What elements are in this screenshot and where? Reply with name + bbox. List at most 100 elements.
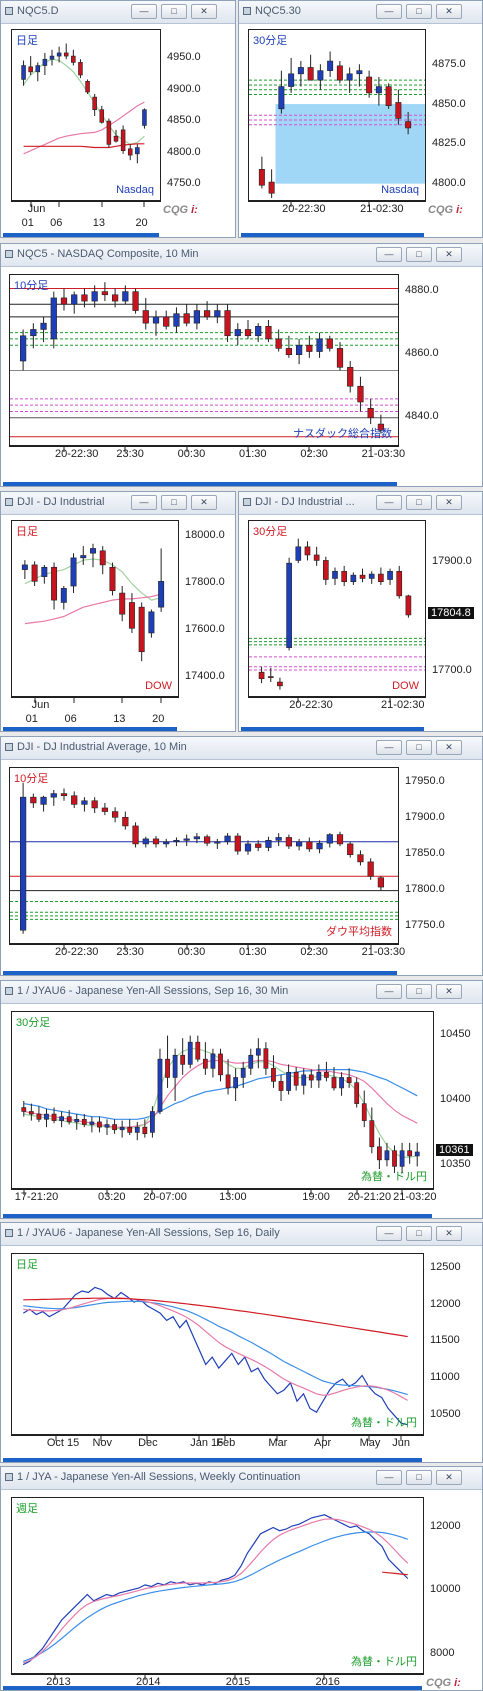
close-button[interactable]: ✕ [436,740,462,755]
chart-window-nqc5-30m[interactable]: NQC5.30 — □ ✕ 30分足 Nasdaq 4875.0 4850.0 4825.0 48… [238,0,483,238]
candle [377,414,385,434]
plot-area[interactable]: 日足 Nasdaq [11,29,161,201]
chart-window-dji-10m[interactable]: DJI - DJ Industrial Average, 10 Min — □ ✕ 10… [0,736,483,976]
candle [91,285,98,308]
window-titlebar[interactable]: NQC5.30 — □ ✕ [239,1,482,24]
candle [399,1142,405,1173]
x-tick-label: 00:30 [177,946,206,958]
window-titlebar[interactable]: 1 / JYAU6 - Japanese Yen-All Sessions, S… [1,981,482,1004]
window-titlebar[interactable]: DJI - DJ Industrial — □ ✕ [1,492,235,515]
x-tick-mark [276,1435,278,1441]
maximize-button[interactable]: □ [406,495,432,510]
candle [183,304,190,327]
maximize-button[interactable]: □ [406,1470,432,1485]
chart-svg [249,51,425,198]
minimize-button[interactable]: — [376,984,402,999]
candle-body [405,121,412,129]
x-tick-mark [143,201,145,207]
chart-window-dji-daily[interactable]: DJI - DJ Industrial — □ ✕ 日足 DOW 18000.0 17800.… [0,491,236,732]
candle-body [142,310,149,324]
plot-area[interactable]: 日足 DOW [11,520,179,697]
window-titlebar[interactable]: NQC5 - NASDAQ Composite, 10 Min — □ ✕ [1,244,482,267]
x-tick-label: Dec [138,1437,158,1449]
maximize-button[interactable]: □ [161,4,187,19]
plot-area[interactable]: 30分足 Nasdaq [248,29,426,201]
chart-window-nqc5-10m[interactable]: NQC5 - NASDAQ Composite, 10 Min — □ ✕ 10分足 ナス… [0,243,483,487]
candle-body [112,1124,117,1131]
x-tick-mark [160,697,162,703]
candle [248,1048,254,1075]
plot-area[interactable]: 週足 為替・ドル円 [11,1497,424,1674]
minimize-button[interactable]: — [131,4,157,19]
maximize-button[interactable]: □ [406,247,432,262]
window-titlebar[interactable]: DJI - DJ Industrial ... — □ ✕ [239,492,482,515]
x-tick-mark [370,944,372,950]
candle-body [85,81,90,93]
candle [346,67,353,93]
candle [40,795,47,812]
cqg-logo-mark: i: [451,1677,461,1689]
maximize-button[interactable]: □ [406,984,432,999]
candle-body [152,838,160,845]
x-tick-mark [290,201,292,207]
candle-body [240,1068,246,1078]
plot-area[interactable]: 日足 為替・ドル円 [11,1253,424,1435]
x-tick-label: 2016 [315,1676,340,1688]
close-button[interactable]: ✕ [436,1470,462,1485]
close-button[interactable]: ✕ [436,4,462,19]
chart-window-jyau6-30m[interactable]: 1 / JYAU6 - Japanese Yen-All Sessions, S… [0,980,483,1219]
minimize-button[interactable]: — [376,1226,402,1241]
x-tick-mark [400,1435,402,1441]
minimize-button[interactable]: — [376,4,402,19]
candle [127,144,133,161]
x-tick-mark [151,1189,153,1195]
close-button[interactable]: ✕ [436,1226,462,1241]
window-titlebar[interactable]: NQC5.D — □ ✕ [1,1,235,24]
plot-area[interactable]: 10分足 ダウ平均指数 [9,767,399,944]
plot-area[interactable]: 30分足 為替・ドル円 [11,1011,434,1189]
minimize-button[interactable]: — [376,1470,402,1485]
close-button[interactable]: ✕ [436,984,462,999]
minimize-button[interactable]: — [376,247,402,262]
chart-window-dji-30m[interactable]: DJI - DJ Industrial ... — □ ✕ 30分足 DOW 17900.0… [238,491,483,732]
minimize-button[interactable]: — [131,495,157,510]
x-axis-strip [11,201,161,202]
window-title: 1 / JYA - Japanese Yen-All Sessions, Wee… [17,1471,301,1483]
maximize-button[interactable]: □ [406,1226,432,1241]
window-titlebar[interactable]: 1 / JYA - Japanese Yen-All Sessions, Wee… [1,1467,482,1490]
y-tick-label: 11000 [430,1371,460,1384]
candle-body [356,70,363,75]
close-button[interactable]: ✕ [191,495,217,510]
close-button[interactable]: ✕ [436,247,462,262]
x-tick-label: 21-02:30 [360,203,404,215]
period-label: 日足 [16,526,38,538]
candle [295,538,302,564]
plot-area[interactable]: 30分足 DOW [248,520,426,697]
chart-window-nqc5-daily[interactable]: NQC5.D — □ ✕ 日足 Nasdaq 4950.0 4900.0 4850.0 4800.… [0,0,236,238]
candle-body [277,681,283,687]
window-titlebar[interactable]: DJI - DJ Industrial Average, 10 Min — □ ✕ [1,737,482,760]
window-titlebar[interactable]: 1 / JYAU6 - Japanese Yen-All Sessions, S… [1,1223,482,1246]
maximize-button[interactable]: □ [406,740,432,755]
minimize-button[interactable]: — [376,495,402,510]
plot-area[interactable]: 10分足 ナスダック総合指数 [9,274,399,446]
candle-body [387,571,393,580]
candle-body [267,676,274,678]
candle-body [255,326,262,337]
candle-body [28,1111,34,1115]
window-status-strip [241,233,424,237]
candle [135,144,140,164]
candle-body [263,1048,269,1069]
maximize-button[interactable]: □ [161,495,187,510]
chart-svg [22,1514,409,1666]
candle [323,556,329,585]
candle-body [285,348,293,355]
candle [112,1119,117,1134]
chart-window-jyau6-daily[interactable]: 1 / JYAU6 - Japanese Yen-All Sessions, S… [0,1222,483,1463]
maximize-button[interactable]: □ [406,4,432,19]
minimize-button[interactable]: — [376,740,402,755]
close-button[interactable]: ✕ [191,4,217,19]
candle [336,831,344,847]
close-button[interactable]: ✕ [436,495,462,510]
chart-window-jya-weekly[interactable]: 1 / JYA - Japanese Yen-All Sessions, Wee… [0,1466,483,1691]
